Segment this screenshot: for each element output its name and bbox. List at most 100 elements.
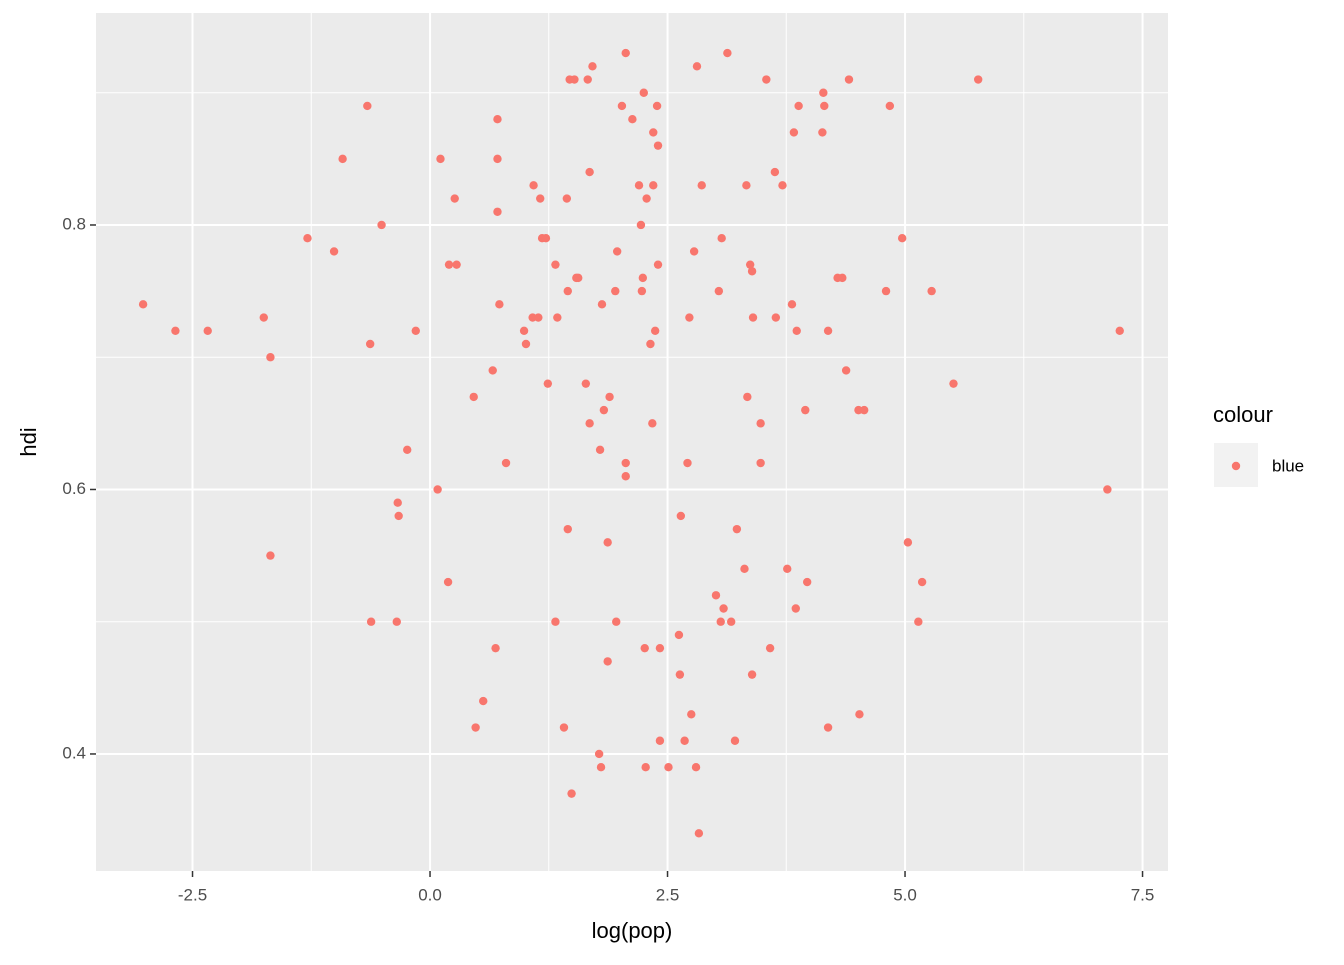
point — [392, 617, 401, 626]
point — [794, 101, 803, 111]
point — [491, 643, 500, 653]
legend-title: colour — [1213, 402, 1273, 427]
point — [595, 445, 605, 455]
point — [652, 101, 662, 111]
y-tick-label: 0.4 — [62, 743, 86, 762]
point — [927, 286, 936, 296]
point — [605, 392, 614, 402]
point — [266, 551, 275, 560]
point — [885, 101, 895, 111]
point — [266, 353, 275, 362]
point — [366, 617, 376, 626]
point — [802, 577, 812, 587]
axes: -2.5 0.0 2.5 5.0 7.5 0.4 0.6 0.8 — [62, 214, 1154, 904]
point — [726, 617, 736, 626]
point — [639, 88, 648, 97]
point — [914, 617, 923, 626]
point — [469, 392, 478, 402]
point — [617, 101, 627, 111]
point — [650, 326, 660, 335]
point — [973, 75, 983, 84]
point — [765, 643, 775, 653]
point — [917, 577, 927, 587]
point — [570, 75, 579, 84]
point — [732, 524, 742, 534]
point — [621, 48, 630, 58]
point — [452, 260, 461, 269]
legend-swatch — [1231, 461, 1241, 471]
point — [716, 617, 725, 626]
point — [823, 723, 833, 732]
point — [637, 286, 647, 296]
point — [648, 419, 657, 428]
point — [636, 220, 646, 230]
point — [664, 762, 673, 772]
point — [534, 313, 543, 322]
point — [823, 326, 833, 335]
point — [628, 114, 637, 124]
point — [338, 154, 347, 164]
point — [585, 167, 594, 177]
point — [365, 339, 375, 349]
point — [859, 405, 869, 415]
point — [687, 710, 696, 719]
point — [603, 657, 612, 666]
point — [529, 181, 538, 190]
point — [377, 220, 386, 230]
point — [363, 101, 372, 111]
panel-background — [96, 13, 1168, 871]
point — [611, 286, 620, 296]
point — [855, 710, 864, 719]
point — [838, 273, 847, 283]
point — [711, 591, 721, 600]
point — [493, 207, 502, 216]
x-tick-label: 2.5 — [656, 885, 680, 904]
point — [488, 366, 497, 375]
point — [649, 128, 658, 137]
point — [433, 485, 442, 494]
point — [655, 643, 665, 653]
point — [551, 260, 560, 269]
y-axis-title: hdi — [16, 427, 41, 456]
point — [634, 181, 644, 190]
point — [771, 313, 781, 322]
point — [393, 498, 402, 507]
point — [820, 101, 829, 111]
point — [676, 511, 686, 521]
point — [394, 511, 403, 521]
point — [596, 762, 606, 772]
point — [841, 366, 851, 375]
point — [479, 696, 488, 706]
x-tick-label: 0.0 — [418, 885, 442, 904]
point — [717, 234, 726, 243]
point — [697, 181, 706, 190]
x-tick-label: 7.5 — [1131, 885, 1155, 904]
point — [501, 458, 511, 468]
point — [640, 643, 649, 653]
point — [495, 300, 504, 309]
point — [789, 128, 799, 137]
point — [553, 313, 562, 322]
point — [536, 194, 545, 203]
point — [574, 273, 583, 283]
point — [787, 300, 797, 309]
point — [653, 260, 663, 269]
point — [641, 762, 650, 772]
point — [563, 286, 572, 296]
point — [655, 736, 665, 745]
point — [493, 154, 502, 164]
point — [562, 194, 572, 203]
point — [203, 326, 212, 335]
point — [450, 194, 459, 203]
point — [543, 379, 553, 388]
point — [689, 247, 699, 256]
point — [444, 260, 454, 269]
point — [612, 247, 622, 256]
point — [903, 538, 913, 547]
point — [743, 392, 752, 402]
point — [723, 48, 732, 58]
point — [559, 723, 569, 732]
point — [594, 749, 604, 759]
point — [138, 300, 148, 309]
point — [791, 604, 800, 613]
